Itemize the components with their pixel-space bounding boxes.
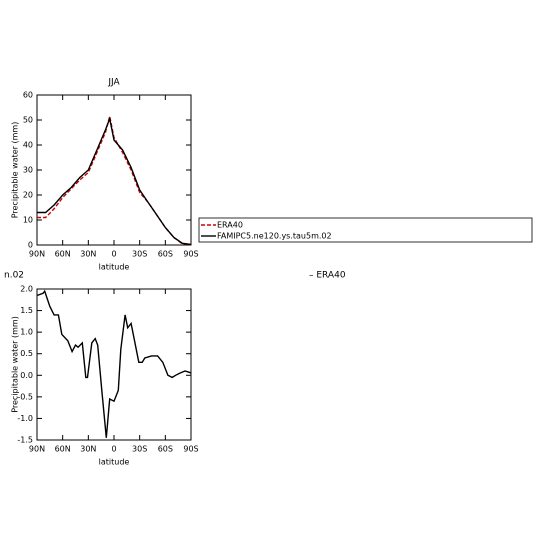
chart-title: JJA bbox=[107, 78, 120, 88]
y-tick-label: 1.0 bbox=[20, 328, 33, 337]
x-tick-label: 60N bbox=[55, 250, 71, 259]
x-tick-label: 90S bbox=[183, 445, 198, 454]
data-line bbox=[37, 116, 192, 246]
y-tick-label: 60 bbox=[23, 91, 33, 100]
x-tick-label: 60N bbox=[55, 445, 71, 454]
annotation: – ERA40 bbox=[309, 271, 346, 281]
legend-label: ERA40 bbox=[217, 221, 243, 230]
y-tick-label: 1.5 bbox=[20, 306, 33, 315]
x-tick-label: 30S bbox=[132, 250, 147, 259]
data-line bbox=[37, 116, 192, 246]
y-axis-label: Precipitable water (mm) bbox=[11, 122, 20, 219]
x-tick-label: 0 bbox=[111, 445, 116, 454]
x-tick-label: 90N bbox=[29, 250, 45, 259]
x-tick-label: 60S bbox=[158, 250, 173, 259]
plot-frame bbox=[36, 288, 192, 441]
y-tick-label: 0 bbox=[28, 241, 33, 250]
y-tick-label: 20 bbox=[23, 191, 33, 200]
y-tick-label: 10 bbox=[23, 216, 33, 225]
x-tick-label: 60S bbox=[158, 445, 173, 454]
x-tick-label: 90N bbox=[29, 445, 45, 454]
y-tick-label: 2.0 bbox=[20, 285, 33, 294]
y-tick-label: -0.5 bbox=[17, 392, 33, 401]
y-axis-label: Precipitable water (mm) bbox=[11, 316, 20, 413]
y-tick-label: 40 bbox=[23, 141, 33, 150]
x-tick-label: 30N bbox=[80, 445, 96, 454]
data-line bbox=[36, 289, 192, 438]
legend-box bbox=[198, 217, 533, 243]
y-tick-label: -1.5 bbox=[17, 436, 33, 445]
x-axis-label: latitude bbox=[99, 263, 130, 272]
y-tick-label: 0.0 bbox=[20, 371, 33, 380]
x-tick-label: 30S bbox=[132, 445, 147, 454]
annotation: n.02 bbox=[4, 271, 24, 281]
y-tick-label: 50 bbox=[23, 116, 33, 125]
x-axis-label: latitude bbox=[99, 458, 130, 467]
legend-label: FAMIPC5.ne120.ys.tau5m.02 bbox=[217, 232, 332, 241]
x-tick-label: 0 bbox=[111, 250, 116, 259]
x-tick-label: 30N bbox=[80, 250, 96, 259]
plot-frame bbox=[36, 94, 192, 246]
y-tick-label: -1.0 bbox=[17, 414, 33, 423]
x-tick-label: 90S bbox=[183, 250, 198, 259]
y-tick-label: 30 bbox=[23, 166, 33, 175]
y-tick-label: 0.5 bbox=[20, 349, 33, 358]
